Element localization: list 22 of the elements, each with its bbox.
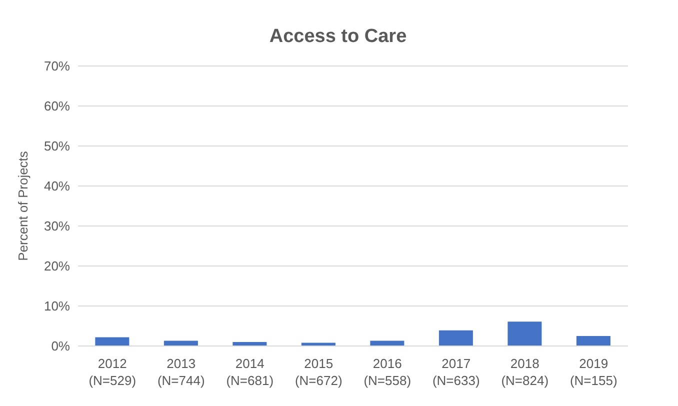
x-tick-label: 2014 (N=681) (226, 356, 274, 388)
x-tick-label: 2019 (N=155) (570, 356, 618, 388)
x-tick-label: 2017 (N=633) (432, 356, 480, 388)
x-tick-label: 2013 (N=744) (157, 356, 205, 388)
y-tick-label: 50% (44, 138, 70, 154)
y-tick-label: 70% (44, 58, 70, 74)
y-tick-label: 60% (44, 98, 70, 114)
y-tick-label: 40% (44, 178, 70, 194)
x-tick-label: 2012 (N=529) (88, 356, 136, 388)
y-tick-label: 20% (44, 258, 70, 274)
x-tick-label: 2016 (N=558) (364, 356, 412, 388)
chart-title: Access to Care (268, 25, 408, 49)
bar (95, 337, 130, 346)
x-tick-label: 2018 (N=824) (501, 356, 549, 388)
bar (438, 330, 473, 346)
y-axis-title: Percent of Projects (16, 150, 31, 261)
bar (576, 336, 610, 346)
y-tick-label: 30% (44, 218, 70, 234)
bar (508, 322, 542, 346)
x-tick-label: 2015 (N=672) (294, 356, 342, 388)
y-tick-label: 10% (44, 298, 70, 314)
y-tick-label: 0% (51, 338, 70, 354)
